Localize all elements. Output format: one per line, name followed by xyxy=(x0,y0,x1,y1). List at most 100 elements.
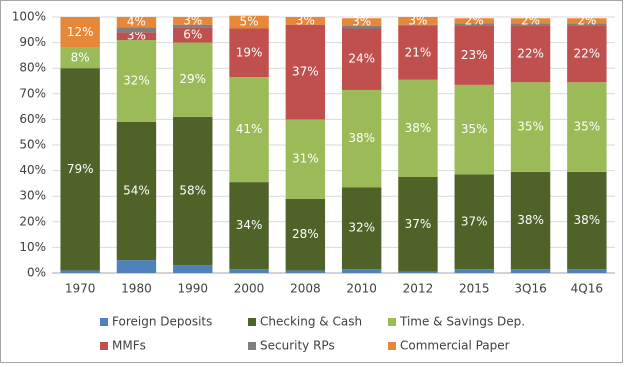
bar-segment xyxy=(173,17,213,25)
data-label: 5% xyxy=(240,15,259,29)
y-tick-label: 70% xyxy=(19,86,46,100)
data-label: 19% xyxy=(236,45,263,59)
y-tick-label: 10% xyxy=(19,240,46,254)
bar-segment xyxy=(398,79,438,177)
bar-segment xyxy=(398,271,438,273)
bar-segment xyxy=(341,269,382,273)
bar-segment xyxy=(229,182,269,270)
bar-segment xyxy=(567,171,607,270)
bar-segment xyxy=(229,28,269,78)
bar-segment xyxy=(173,116,213,266)
bar-segment xyxy=(341,18,382,26)
bar-segment xyxy=(116,32,157,41)
bar-segment xyxy=(454,25,494,85)
data-label: 2% xyxy=(577,13,596,27)
bar-segment xyxy=(510,269,551,273)
data-label: 58% xyxy=(179,184,206,198)
x-tick-label: 2015 xyxy=(459,282,490,296)
bar-segment xyxy=(116,27,157,33)
data-label: 32% xyxy=(348,221,375,235)
legend-swatch xyxy=(388,318,396,326)
bar-segment xyxy=(285,24,326,120)
data-label: 4% xyxy=(127,15,146,29)
y-tick-label: 20% xyxy=(19,214,46,228)
bar-segment xyxy=(510,25,551,83)
data-label: 28% xyxy=(292,227,319,241)
data-label: 38% xyxy=(348,131,375,145)
bar-segment xyxy=(510,23,551,26)
bar-segment xyxy=(173,24,213,28)
y-tick-label: 50% xyxy=(19,138,46,152)
data-label: 6% xyxy=(183,27,202,41)
data-label: 29% xyxy=(179,72,206,86)
bar-segment xyxy=(398,24,438,26)
x-tick-label: 1990 xyxy=(177,282,208,296)
bar-segment xyxy=(285,198,326,271)
data-label: 38% xyxy=(574,213,601,227)
legend-swatch xyxy=(388,342,396,350)
data-label: 38% xyxy=(405,121,432,135)
legend-label: Foreign Deposits xyxy=(112,315,212,329)
bar-segment xyxy=(116,17,157,28)
bar-segment xyxy=(398,25,438,80)
data-label: 8% xyxy=(71,50,90,64)
x-tick-label: 2010 xyxy=(346,282,377,296)
data-label: 79% xyxy=(67,162,94,176)
legend-label: Security RPs xyxy=(260,339,335,353)
bar-segment xyxy=(454,18,494,24)
x-tick-label: 2000 xyxy=(234,282,265,296)
y-tick-label: 100% xyxy=(12,10,46,24)
bar-segment xyxy=(567,23,607,26)
y-tick-label: 60% xyxy=(19,112,46,126)
legend-swatch xyxy=(248,318,256,326)
bar-segment xyxy=(454,269,494,273)
y-tick-label: 0% xyxy=(27,266,46,280)
bar-segment xyxy=(454,84,494,175)
data-label: 3% xyxy=(183,13,202,27)
legend-swatch xyxy=(248,342,256,350)
bar-segment xyxy=(285,119,326,199)
bar-segment xyxy=(285,17,326,25)
data-label: 54% xyxy=(123,184,150,198)
bar-segment xyxy=(341,187,382,270)
data-label: 3% xyxy=(352,15,371,29)
data-label: 3% xyxy=(296,13,315,27)
legend-label: Commercial Paper xyxy=(400,339,510,353)
bar-segment xyxy=(398,17,438,25)
bar-segment xyxy=(60,47,100,69)
data-label: 35% xyxy=(574,120,601,134)
data-label: 38% xyxy=(517,213,544,227)
x-tick-label: 1970 xyxy=(65,282,96,296)
data-label: 32% xyxy=(123,74,150,88)
data-label: 23% xyxy=(461,48,488,62)
legend-label: Checking & Cash xyxy=(260,315,362,329)
bar-segment xyxy=(116,121,157,261)
bar-segment xyxy=(454,23,494,26)
bar-segment xyxy=(60,270,100,273)
data-label: 12% xyxy=(67,25,94,39)
bar-segment xyxy=(229,269,269,273)
data-label: 37% xyxy=(461,214,488,228)
data-label: 35% xyxy=(517,120,544,134)
bar-segment xyxy=(285,270,326,273)
bar-segment xyxy=(510,171,551,270)
bar-segment xyxy=(60,17,100,48)
y-tick-label: 30% xyxy=(19,189,46,203)
x-tick-label: 3Q16 xyxy=(514,282,546,296)
legend-swatch xyxy=(100,318,108,326)
data-label: 3% xyxy=(408,13,427,27)
bar-segment xyxy=(173,42,213,117)
y-tick-label: 40% xyxy=(19,163,46,177)
bar-segment xyxy=(510,82,551,172)
bar-segment xyxy=(510,18,551,24)
bar-segment xyxy=(116,40,157,122)
bar-segment xyxy=(173,265,213,273)
bar-segment xyxy=(454,174,494,270)
bar-segment xyxy=(341,89,382,188)
bar-segment xyxy=(567,269,607,273)
data-label: 24% xyxy=(348,52,375,66)
data-label: 35% xyxy=(461,122,488,136)
data-label: 2% xyxy=(521,13,540,27)
bar-segment xyxy=(341,25,382,29)
data-label: 31% xyxy=(292,152,319,166)
